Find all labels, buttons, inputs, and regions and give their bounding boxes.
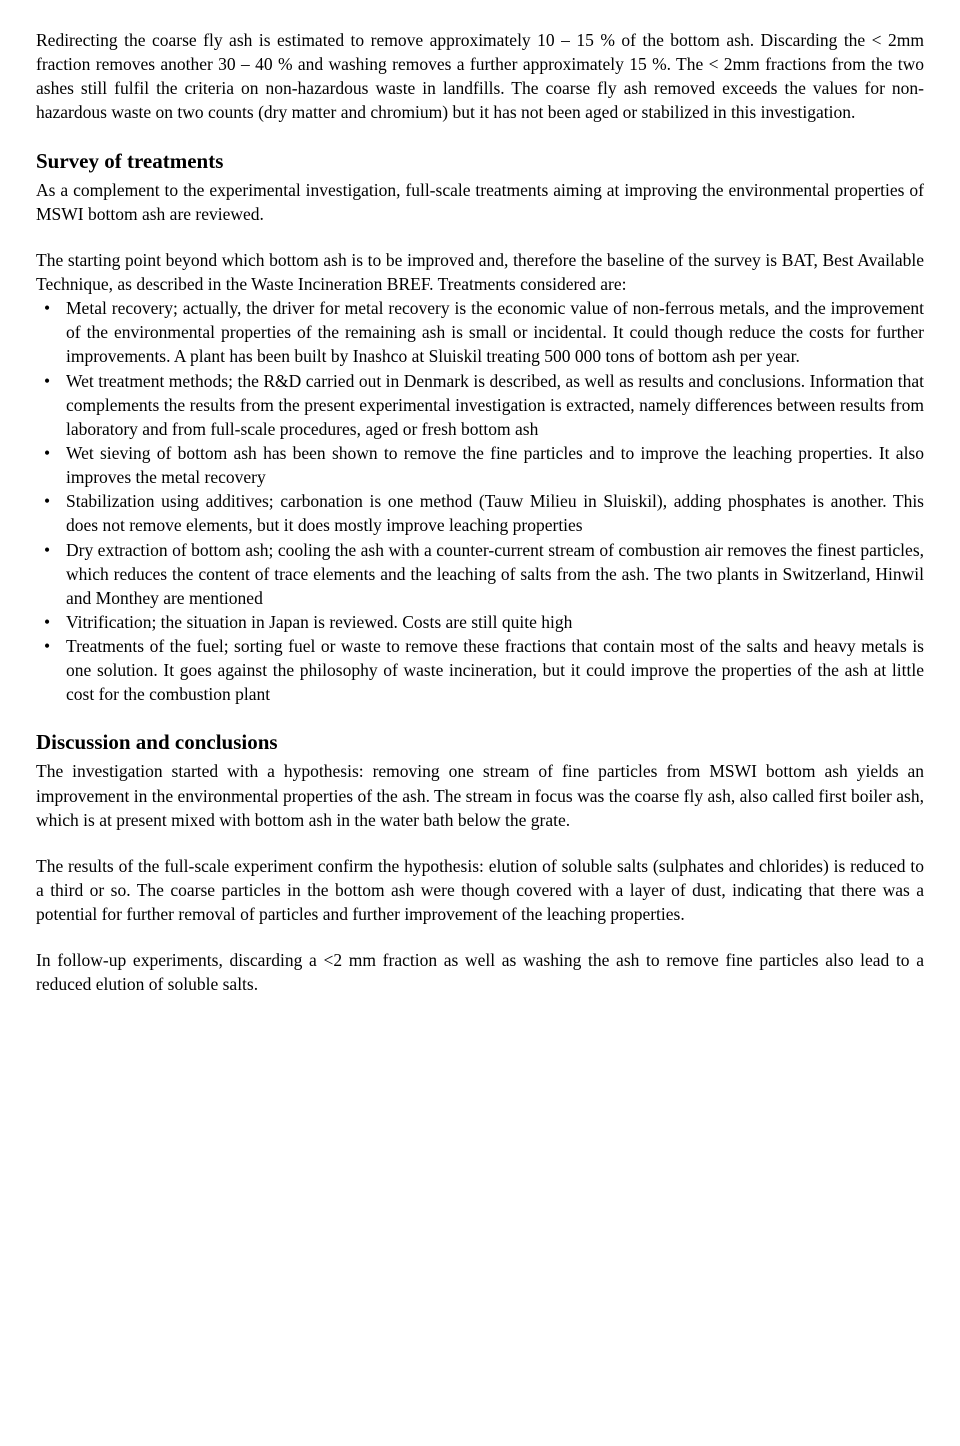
list-item: Vitrification; the situation in Japan is… — [36, 610, 924, 634]
discussion-p3: In follow-up experiments, discarding a <… — [36, 948, 924, 996]
list-item: Wet sieving of bottom ash has been shown… — [36, 441, 924, 489]
intro-paragraph: Redirecting the coarse fly ash is estima… — [36, 28, 924, 125]
treatments-list: Metal recovery; actually, the driver for… — [36, 296, 924, 706]
discussion-p2: The results of the full-scale experiment… — [36, 854, 924, 926]
section-heading-discussion: Discussion and conclusions — [36, 728, 924, 757]
list-item: Stabilization using additives; carbonati… — [36, 489, 924, 537]
survey-intro: As a complement to the experimental inve… — [36, 178, 924, 226]
list-item: Dry extraction of bottom ash; cooling th… — [36, 538, 924, 610]
list-item: Treatments of the fuel; sorting fuel or … — [36, 634, 924, 706]
section-heading-survey: Survey of treatments — [36, 147, 924, 176]
discussion-p1: The investigation started with a hypothe… — [36, 759, 924, 831]
list-item: Wet treatment methods; the R&D carried o… — [36, 369, 924, 441]
list-item: Metal recovery; actually, the driver for… — [36, 296, 924, 368]
survey-leadin: The starting point beyond which bottom a… — [36, 248, 924, 296]
